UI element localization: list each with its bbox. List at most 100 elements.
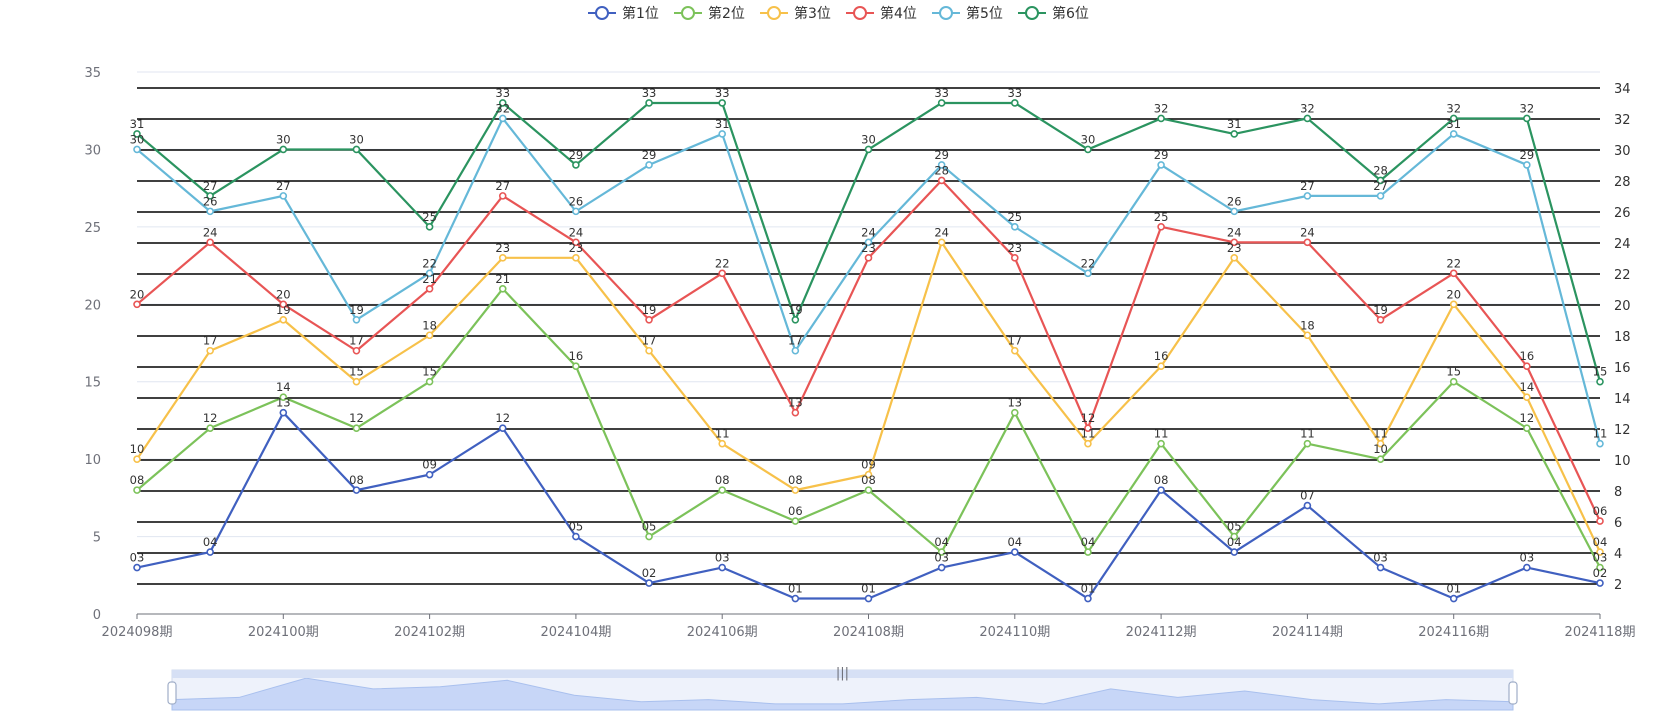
data-point[interactable]: [279, 145, 288, 154]
data-point[interactable]: [1157, 439, 1165, 448]
data-point[interactable]: [1157, 362, 1165, 371]
zoom-left-handle[interactable]: [167, 681, 177, 705]
data-point[interactable]: [645, 532, 653, 541]
data-point[interactable]: [1303, 331, 1312, 340]
data-point[interactable]: [425, 223, 434, 231]
legend-item[interactable]: 第2位: [674, 5, 745, 22]
data-point[interactable]: [1523, 161, 1531, 169]
data-point[interactable]: [864, 470, 873, 479]
data-point[interactable]: [1596, 579, 1604, 587]
data-point[interactable]: [206, 548, 214, 556]
data-point[interactable]: [1523, 393, 1531, 402]
data-point[interactable]: [1303, 439, 1312, 448]
data-point[interactable]: [1303, 238, 1312, 247]
data-point[interactable]: [133, 145, 141, 154]
data-point[interactable]: [1596, 548, 1604, 556]
data-point[interactable]: [498, 114, 507, 123]
data-point[interactable]: [572, 362, 580, 371]
legend-item[interactable]: 第5位: [932, 5, 1003, 22]
zoom-right-handle[interactable]: [1508, 681, 1518, 705]
data-point[interactable]: [425, 284, 434, 293]
data-point[interactable]: [1449, 377, 1458, 386]
data-point[interactable]: [645, 346, 653, 355]
data-point[interactable]: [864, 145, 873, 154]
data-point[interactable]: [279, 300, 288, 309]
data-point[interactable]: [572, 254, 580, 262]
data-point[interactable]: [352, 145, 361, 154]
legend-item[interactable]: 第6位: [1018, 5, 1089, 22]
data-point[interactable]: [1230, 254, 1239, 262]
data-point[interactable]: [1376, 315, 1385, 324]
data-point[interactable]: [572, 238, 580, 247]
data-point[interactable]: [1230, 532, 1239, 541]
data-point[interactable]: [133, 300, 141, 309]
data-point[interactable]: [645, 99, 653, 107]
data-zoom-slider[interactable]: |||: [167, 666, 1518, 711]
data-point[interactable]: [718, 269, 727, 278]
data-point[interactable]: [1376, 176, 1385, 185]
data-point[interactable]: [206, 424, 214, 432]
data-point[interactable]: [1596, 563, 1604, 572]
data-point[interactable]: [718, 486, 727, 494]
data-point[interactable]: [864, 238, 873, 247]
data-point[interactable]: [498, 284, 507, 293]
data-point[interactable]: [206, 192, 214, 200]
data-point[interactable]: [791, 486, 800, 494]
data-point[interactable]: [718, 563, 727, 572]
data-point[interactable]: [1230, 130, 1239, 138]
data-point[interactable]: [1010, 223, 1019, 231]
data-point[interactable]: [1523, 563, 1531, 572]
data-point[interactable]: [1010, 408, 1019, 417]
data-point[interactable]: [498, 99, 507, 107]
data-point[interactable]: [1010, 346, 1019, 355]
data-point[interactable]: [791, 346, 800, 355]
data-point[interactable]: [791, 517, 800, 525]
data-point[interactable]: [1303, 501, 1312, 510]
data-point[interactable]: [498, 254, 507, 262]
data-point[interactable]: [352, 377, 361, 386]
data-point[interactable]: [791, 408, 800, 417]
data-point[interactable]: [352, 486, 361, 494]
data-point[interactable]: [1157, 486, 1165, 494]
data-point[interactable]: [718, 130, 727, 138]
data-point[interactable]: [1084, 424, 1092, 432]
data-point[interactable]: [645, 579, 653, 587]
data-point[interactable]: [498, 192, 507, 200]
data-point[interactable]: [1230, 238, 1239, 247]
data-point[interactable]: [133, 455, 141, 463]
data-point[interactable]: [572, 532, 580, 541]
data-point[interactable]: [645, 161, 653, 169]
data-point[interactable]: [791, 315, 800, 324]
data-point[interactable]: [279, 192, 288, 200]
data-point[interactable]: [1157, 161, 1165, 169]
data-point[interactable]: [1449, 130, 1458, 138]
data-point[interactable]: [937, 563, 946, 572]
data-point[interactable]: [279, 408, 288, 417]
data-point[interactable]: [1084, 439, 1092, 448]
data-point[interactable]: [279, 315, 288, 324]
data-point[interactable]: [864, 254, 873, 262]
data-point[interactable]: [279, 393, 288, 402]
zoom-selection-bar[interactable]: [172, 670, 1513, 678]
data-point[interactable]: [645, 315, 653, 324]
data-point[interactable]: [1376, 192, 1385, 200]
data-point[interactable]: [1449, 594, 1458, 603]
data-point[interactable]: [1523, 114, 1531, 123]
data-point[interactable]: [1596, 439, 1604, 448]
data-point[interactable]: [206, 346, 214, 355]
data-point[interactable]: [572, 161, 580, 169]
data-point[interactable]: [1084, 145, 1092, 154]
data-point[interactable]: [1157, 223, 1165, 231]
data-point[interactable]: [572, 207, 580, 216]
legend-item[interactable]: 第4位: [846, 5, 917, 22]
data-point[interactable]: [133, 486, 141, 494]
data-point[interactable]: [1376, 455, 1385, 463]
data-point[interactable]: [1376, 439, 1385, 448]
data-point[interactable]: [937, 548, 946, 556]
data-point[interactable]: [864, 594, 873, 603]
data-point[interactable]: [352, 315, 361, 324]
data-point[interactable]: [718, 439, 727, 448]
data-point[interactable]: [718, 99, 727, 107]
data-point[interactable]: [425, 331, 434, 340]
data-point[interactable]: [937, 161, 946, 169]
